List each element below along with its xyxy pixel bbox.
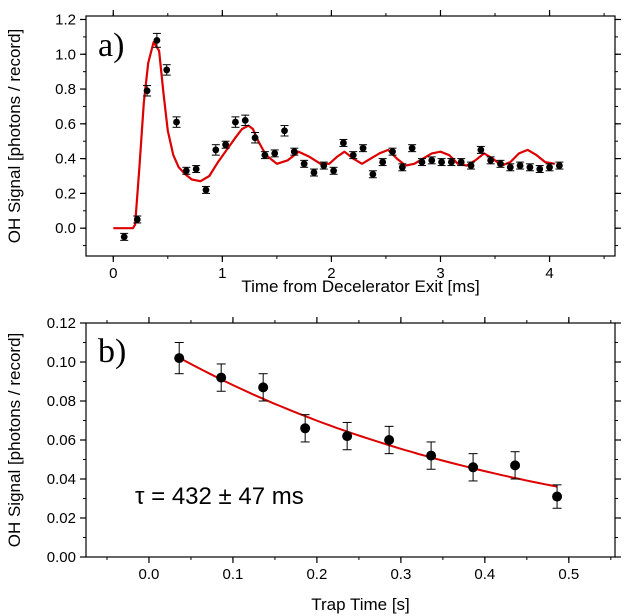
data-point [384,435,395,445]
data-point [202,186,210,194]
data-point [536,165,544,173]
data-point [438,158,445,166]
data-point [369,170,377,178]
data-point [389,148,396,156]
data-point [310,169,318,176]
plot-frame [85,322,616,558]
data-point [418,158,426,166]
data-point [192,165,200,173]
data-point [232,118,239,126]
data-point [143,87,151,95]
x-tick-label: 0.1 [223,566,244,583]
data-point [174,353,185,364]
data-point [506,163,514,171]
data-point [510,460,521,471]
data-point [487,156,495,164]
data-point [163,66,171,74]
data-point [251,134,259,142]
x-axis-label: Time from Decelerator Exit [ms] [241,277,479,296]
data-point [342,431,353,442]
data-point [173,118,180,126]
data-point [526,163,534,171]
data-point [216,372,227,383]
data-point [398,163,406,171]
y-tick-label: 0.0 [55,220,76,237]
data-point [222,141,230,149]
x-tick-label: 1 [218,265,226,282]
x-tick-label: 0 [109,265,117,282]
x-tick-label: 0.5 [558,566,579,583]
fit-annotation: τ = 432 ± 47 ms [135,483,304,510]
panel-b: 0.0 0.1 0.2 0.3 0.4 0.5 0.00 0.02 0.04 0.06 0.08 0.… [5,315,621,614]
y-tick-label: 0.8 [55,81,76,98]
data-point [120,233,128,241]
data-point [340,139,347,147]
data-point [379,158,387,166]
y-tick-label: 0.12 [47,315,76,332]
x-tick-label: 0.2 [306,566,327,583]
x-tick-label: 4 [545,265,553,282]
data-point [153,36,161,44]
panel-label: a) [98,27,124,64]
data-point [428,156,436,164]
data-point [258,382,269,393]
data-point [552,491,563,502]
plot-frame [85,15,616,257]
y-tick-label: 0.08 [47,393,76,410]
fit-curve [178,356,558,488]
data-point [497,160,504,168]
x-axis-label: Trap Time [s] [311,595,410,614]
data-point [447,158,455,166]
y-tick-label: 0.2 [55,185,76,202]
y-tick-label: 0.4 [55,151,76,168]
x-tick-label: 0.0 [139,566,160,583]
y-tick-label: 1.0 [55,46,76,63]
x-tick-label: 2 [327,265,335,282]
y-tick-label: 0.00 [47,549,76,566]
data-point [241,116,249,124]
panel-label: b) [98,333,126,370]
data-point [212,146,220,154]
data-point [468,462,479,473]
data-point [426,450,437,461]
data-point [271,149,279,157]
x-tick-label: 0.4 [474,566,495,583]
x-tick-label: 0.3 [390,566,411,583]
data-point [261,151,269,159]
data-point [408,144,416,152]
y-tick-label: 0.06 [47,432,76,449]
panel-a: 0 1 2 3 4 0.0 0.2 0.4 0.6 0.8 1.0 1.2 Time from Dece… [5,10,621,296]
data-point [290,148,298,156]
data-point [320,162,328,169]
data-point [281,127,288,135]
data-point [516,162,524,169]
data-point [546,163,553,171]
data-layer [174,342,563,509]
data-point [467,162,475,169]
y-tick-label: 0.02 [47,510,76,527]
y-tick-label: 1.2 [55,11,76,28]
data-point [133,216,141,223]
y-tick-label: 0.6 [55,116,76,133]
data-point [359,144,367,152]
y-axis-label: OH Signal [photons / record] [5,333,24,548]
fit-curve [113,41,556,230]
data-point [300,160,308,168]
data-point [300,423,311,434]
data-layer [113,32,564,241]
data-point [477,146,485,154]
y-axis-label: OH Signal [photons / record] [5,29,24,244]
data-point [457,158,465,166]
data-point [349,151,357,159]
data-point [330,167,337,175]
data-point [555,162,563,169]
x-tick-label: 3 [436,265,444,282]
y-tick-label: 0.10 [47,354,76,371]
y-tick-label: 0.04 [47,471,76,488]
data-point [182,167,190,175]
